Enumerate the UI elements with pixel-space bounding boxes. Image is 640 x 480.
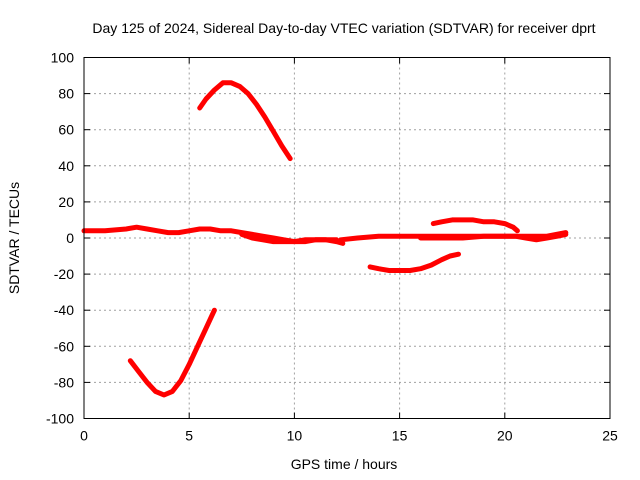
x-tick-label: 0 bbox=[80, 428, 88, 444]
y-tick-label: -20 bbox=[54, 266, 74, 282]
tick-layer bbox=[83, 57, 611, 419]
x-tick-label: 20 bbox=[497, 428, 513, 444]
y-tick-label: 100 bbox=[51, 50, 75, 66]
chart-title: Day 125 of 2024, Sidereal Day-to-day VTE… bbox=[92, 20, 595, 36]
x-tick-labels: 0 5 10 15 20 25 bbox=[80, 428, 618, 444]
y-tick-label: 0 bbox=[66, 230, 74, 246]
y-tick-label: 20 bbox=[58, 194, 74, 210]
y-tick-label: -60 bbox=[54, 338, 74, 354]
series-arc-high bbox=[197, 80, 293, 162]
series-arc-minus-17 bbox=[367, 251, 461, 273]
x-tick-label: 15 bbox=[392, 428, 408, 444]
series-arc-near-zero-2 bbox=[239, 231, 346, 246]
series-arc-near-zero-4 bbox=[418, 230, 569, 241]
x-tick-label: 25 bbox=[602, 428, 618, 444]
x-tick-label: 10 bbox=[287, 428, 303, 444]
y-tick-label: 80 bbox=[58, 86, 74, 102]
series-arc-plus-10 bbox=[430, 217, 520, 234]
y-tick-label: -100 bbox=[46, 411, 74, 427]
y-tick-label: 60 bbox=[58, 122, 74, 138]
y-tick-label: 40 bbox=[58, 158, 74, 174]
y-tick-labels: -100 -80 -60 -40 -20 0 20 40 60 80 100 bbox=[46, 50, 74, 427]
y-tick-label: -80 bbox=[54, 374, 74, 390]
series-arc-low bbox=[127, 307, 217, 398]
y-axis-label: SDTVAR / TECUs bbox=[6, 182, 22, 294]
x-axis-label: GPS time / hours bbox=[291, 456, 398, 472]
x-tick-label: 5 bbox=[185, 428, 193, 444]
series-layer bbox=[81, 80, 569, 398]
y-tick-label: -40 bbox=[54, 302, 74, 318]
